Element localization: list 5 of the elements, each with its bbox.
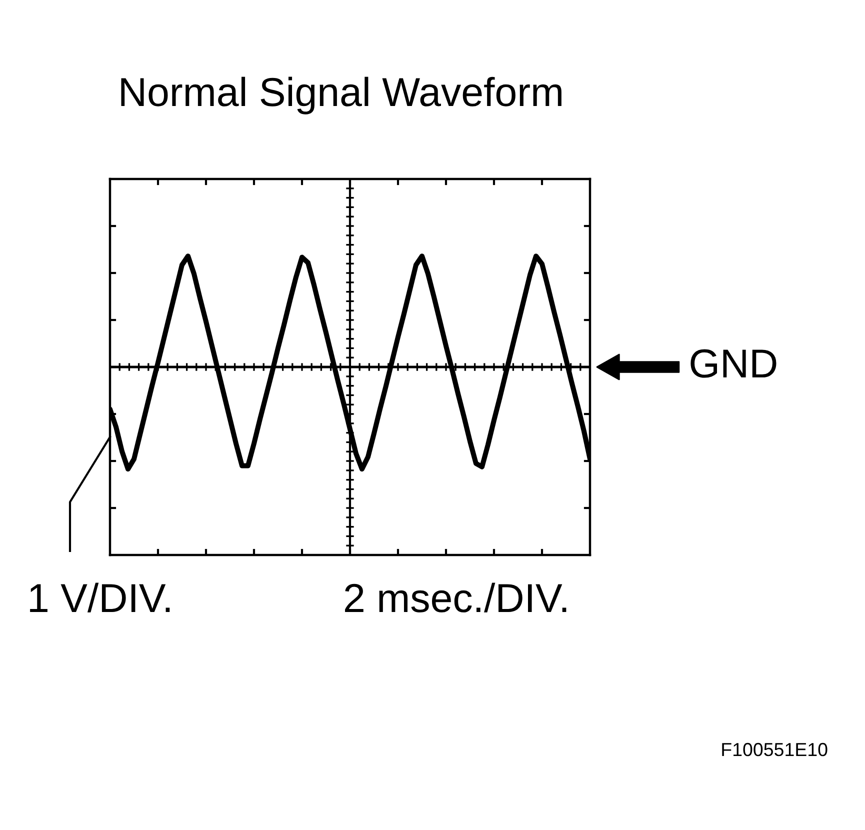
text: F100551E10 <box>722 742 828 756</box>
y-axis-title: 1 V/DIV. <box>30 582 170 612</box>
ref-line-label: GND <box>690 349 776 378</box>
chart-title: Normal Signal Waveform <box>121 76 562 114</box>
x-axis-title: 2 msec./DIV. <box>345 582 566 612</box>
